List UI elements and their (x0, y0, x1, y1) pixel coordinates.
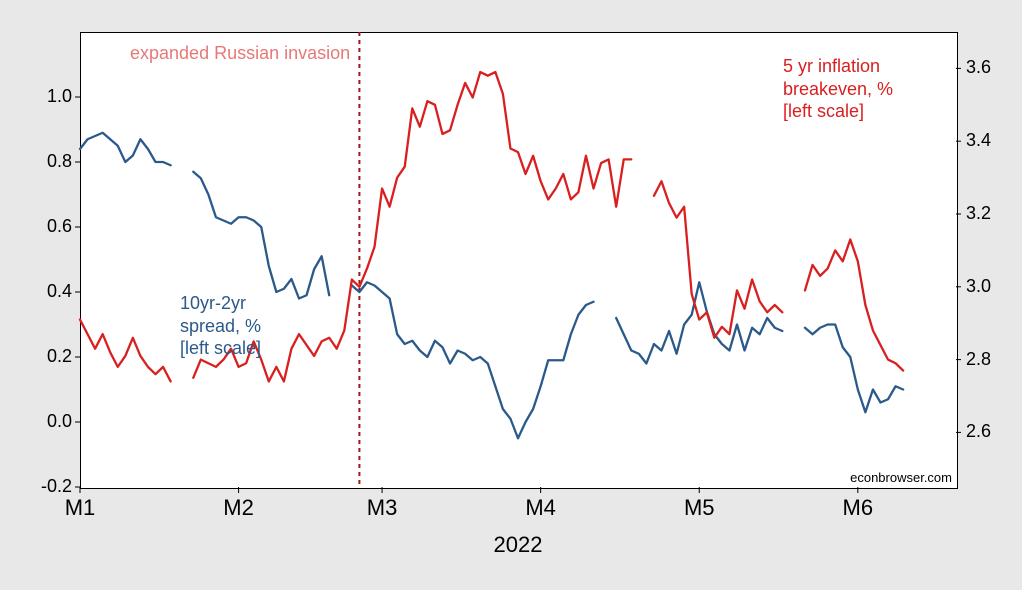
5yr-inflation-breakeven-line (654, 181, 782, 338)
x-tick-label: M5 (684, 495, 715, 521)
y-right-tick-label: 3.6 (966, 57, 991, 78)
source-label: econbrowser.com (850, 470, 952, 485)
blue-label-line2: spread, % (180, 315, 261, 338)
x-tick-label: M6 (843, 495, 874, 521)
invasion-text: expanded Russian invasion (130, 43, 350, 63)
5yr-inflation-breakeven-line (805, 239, 903, 370)
y-right-tick-label: 3.0 (966, 276, 991, 297)
blue-label-line3: [left scale] (180, 337, 261, 360)
y-left-tick-label: 1.0 (47, 86, 72, 107)
red-label-line3: [left scale] (783, 100, 893, 123)
y-right-tick-label: 2.6 (966, 421, 991, 442)
y-left-tick-label: 0.4 (47, 281, 72, 302)
blue-series-label: 10yr-2yr spread, % [left scale] (180, 292, 261, 360)
x-tick-label: M3 (367, 495, 398, 521)
y-left-tick-label: 0.0 (47, 411, 72, 432)
y-left-tick-label: 0.8 (47, 151, 72, 172)
x-tick-label: M2 (223, 495, 254, 521)
blue-label-line1: 10yr-2yr (180, 292, 261, 315)
10yr-2yr-spread-line (805, 325, 903, 413)
y-left-tick-label: 0.6 (47, 216, 72, 237)
10yr-2yr-spread-line (193, 172, 329, 299)
chart-container: -0.2 0.0 0.2 0.4 0.6 0.8 1.0 2.6 2.8 3.0 3.2 3.4 3.… (0, 0, 1022, 590)
y-right-tick-label: 3.2 (966, 203, 991, 224)
x-tick-label: M4 (525, 495, 556, 521)
5yr-inflation-breakeven-line (80, 320, 171, 382)
invasion-annotation: expanded Russian invasion (130, 42, 350, 65)
red-series-label: 5 yr inflation breakeven, % [left scale] (783, 55, 893, 123)
10yr-2yr-spread-line (352, 282, 594, 438)
x-tick-label: M1 (65, 495, 96, 521)
y-left-tick-label: -0.2 (41, 476, 72, 497)
y-left-tick-label: 0.2 (47, 346, 72, 367)
y-right-tick-label: 2.8 (966, 349, 991, 370)
red-label-line2: breakeven, % (783, 78, 893, 101)
red-label-line1: 5 yr inflation (783, 55, 893, 78)
x-axis-title: 2022 (494, 532, 543, 558)
10yr-2yr-spread-line (80, 133, 171, 166)
y-right-tick-label: 3.4 (966, 130, 991, 151)
